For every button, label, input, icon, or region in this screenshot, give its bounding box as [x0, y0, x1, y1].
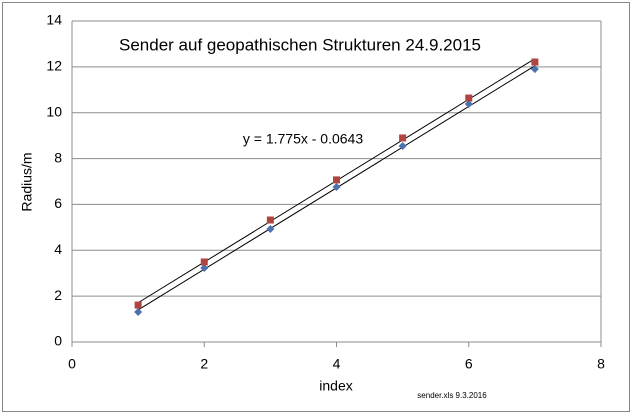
marker [332, 183, 341, 192]
y-tick-label: 4 [54, 241, 62, 257]
marker [464, 100, 473, 109]
marker [200, 263, 209, 272]
x-tick-label: 8 [597, 356, 605, 372]
marker [266, 216, 274, 224]
x-axis-label: index [319, 378, 352, 394]
chart-title: Sender auf geopathischen Strukturen 24.9… [119, 35, 481, 54]
marker [134, 307, 143, 316]
chart-border [2, 2, 630, 412]
y-tick-label: 10 [46, 103, 62, 119]
marker [399, 134, 407, 142]
x-tick-label: 4 [333, 356, 341, 372]
y-tick-label: 8 [54, 149, 62, 165]
y-tick-label: 12 [46, 58, 62, 74]
marker [266, 224, 275, 233]
y-tick-label: 0 [54, 333, 62, 349]
y-tick-label: 2 [54, 287, 62, 303]
x-tick-label: 0 [68, 356, 76, 372]
marker [134, 301, 142, 309]
marker [530, 65, 539, 74]
y-axis-label: Radius/m [19, 152, 35, 211]
x-tick-label: 6 [465, 356, 473, 372]
x-tick-label: 2 [200, 356, 208, 372]
y-tick-label: 6 [54, 195, 62, 211]
marker [465, 94, 473, 102]
marker [333, 176, 340, 184]
marker [531, 58, 539, 66]
y-tick-label: 14 [46, 12, 62, 28]
footnote: sender.xls 9.3.2016 [417, 391, 487, 400]
marker [200, 258, 208, 266]
trend-equation: y = 1.775x - 0.0643 [243, 131, 363, 147]
marker [398, 141, 407, 150]
